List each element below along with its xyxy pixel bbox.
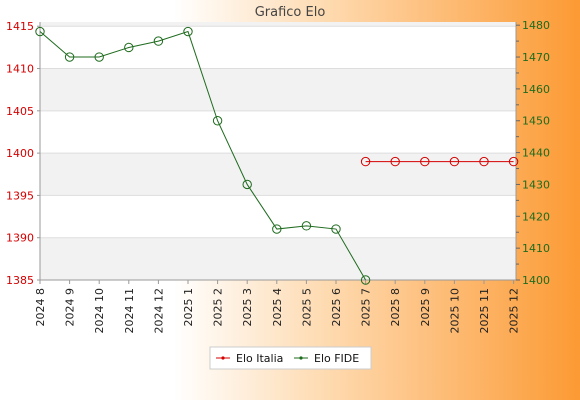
x-tick-label: 2025 2 xyxy=(212,288,225,327)
data-point xyxy=(331,224,341,234)
right-axis-ticks: 1400 1410 1420 1430 1440 1450 1460 1470 1480 xyxy=(516,19,550,287)
plot-band xyxy=(40,237,516,280)
x-tick-label: 2024 12 xyxy=(152,288,165,334)
axes xyxy=(39,22,517,281)
data-point xyxy=(360,156,371,167)
data-point xyxy=(390,156,400,167)
data-point xyxy=(272,224,282,234)
right-tick-label: 1450 xyxy=(522,115,550,128)
x-tick-label: 2024 9 xyxy=(64,288,77,327)
right-tick-label: 1400 xyxy=(522,274,550,287)
x-tick-label: 2025 7 xyxy=(360,288,373,327)
data-point xyxy=(153,36,164,46)
data-point xyxy=(35,26,45,37)
right-tick-label: 1480 xyxy=(522,19,550,32)
plot-band xyxy=(40,153,516,196)
right-tick-label: 1470 xyxy=(522,51,550,64)
series-lines xyxy=(39,30,514,281)
data-point xyxy=(301,221,312,231)
series-points xyxy=(35,26,519,285)
right-tick-label: 1420 xyxy=(522,210,550,223)
right-tick-label: 1460 xyxy=(522,83,550,96)
legend-box xyxy=(209,346,372,370)
left-axis-ticks: 1385 1390 1395 1400 1405 1410 1415 xyxy=(6,20,40,287)
data-point xyxy=(360,275,371,285)
left-tick-label: 1395 xyxy=(6,189,34,202)
data-point xyxy=(479,156,489,167)
x-tick-label: 2025 6 xyxy=(330,288,343,327)
data-point xyxy=(449,156,460,167)
x-tick-label: 2025 1 xyxy=(182,288,195,327)
right-tick-label: 1410 xyxy=(522,242,550,255)
x-tick-label: 2025 12 xyxy=(508,288,521,334)
left-tick-label: 1400 xyxy=(6,147,34,160)
x-tick-label: 2025 10 xyxy=(448,288,461,334)
plot-bands xyxy=(40,22,516,280)
data-point xyxy=(212,116,223,126)
x-tick-label: 2025 8 xyxy=(389,288,402,327)
x-tick-label: 2024 8 xyxy=(34,288,47,327)
left-tick-label: 1385 xyxy=(6,274,34,287)
data-point xyxy=(124,42,134,53)
x-tick-label: 2025 3 xyxy=(241,288,254,327)
series-line xyxy=(39,30,367,281)
plot-area xyxy=(40,22,516,280)
data-point xyxy=(420,156,430,167)
data-point xyxy=(242,179,252,190)
legend-marker xyxy=(221,356,225,360)
left-tick-label: 1390 xyxy=(6,232,34,245)
legend-label: Elo Italia xyxy=(236,352,283,365)
data-point xyxy=(94,52,104,62)
x-tick-label: 2024 10 xyxy=(93,288,106,334)
x-tick-label: 2025 11 xyxy=(478,288,491,334)
x-tick-label: 2025 9 xyxy=(419,288,432,327)
x-tick-label: 2024 11 xyxy=(123,288,136,334)
x-tick-label: 2025 4 xyxy=(271,288,284,327)
legend-label: Elo FIDE xyxy=(314,352,359,365)
data-point xyxy=(183,26,193,37)
plot-band xyxy=(40,22,516,27)
left-tick-label: 1405 xyxy=(6,105,34,118)
left-tick-label: 1415 xyxy=(6,20,34,33)
data-point xyxy=(508,156,519,167)
x-tick-label: 2025 5 xyxy=(300,288,313,327)
data-point xyxy=(64,52,75,62)
left-tick-label: 1410 xyxy=(6,63,34,76)
plot-band xyxy=(40,68,516,111)
chart-title: Grafico Elo xyxy=(255,5,326,20)
legend: Elo Italia Elo FIDE xyxy=(209,346,372,370)
right-tick-label: 1440 xyxy=(522,147,550,160)
right-tick-label: 1430 xyxy=(522,178,550,191)
legend-marker xyxy=(299,356,303,360)
